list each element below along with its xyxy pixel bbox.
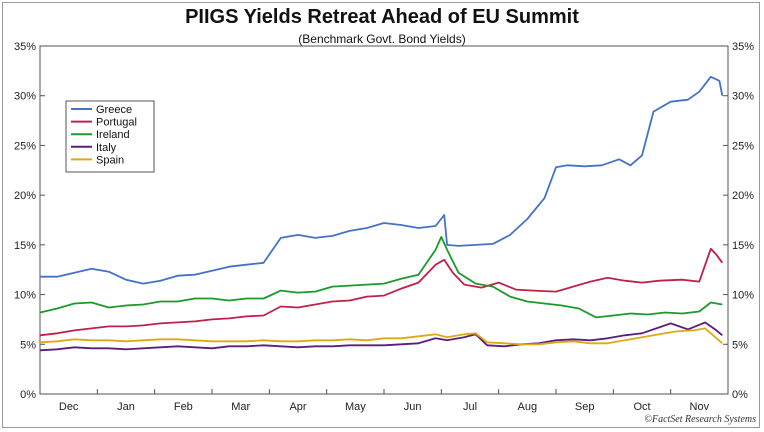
y-tick-label-left: 0% — [20, 389, 36, 401]
y-tick-label-left: 20% — [14, 190, 36, 202]
x-tick-label: Jan — [117, 401, 135, 413]
y-tick-label-left: 5% — [20, 339, 36, 351]
y-tick-label-left: 35% — [14, 41, 36, 53]
y-tick-label-left: 30% — [14, 91, 36, 103]
legend-label-ireland: Ireland — [96, 129, 130, 141]
x-tick-label: Apr — [289, 401, 306, 413]
legend-label-portugal: Portugal — [96, 117, 137, 129]
x-tick-label: Nov — [690, 401, 710, 413]
x-tick-label: Aug — [518, 401, 538, 413]
y-tick-label-right: 25% — [732, 140, 754, 152]
y-tick-label-right: 5% — [732, 339, 748, 351]
plot-area — [39, 45, 729, 395]
series-line-ireland — [39, 236, 723, 319]
series-line-spain — [39, 327, 723, 346]
y-tick-label-right: 35% — [732, 41, 754, 53]
x-tick-label: Jun — [404, 401, 422, 413]
series-line-italy — [39, 321, 723, 352]
y-tick-label-right: 10% — [732, 290, 754, 302]
y-tick-label-left: 25% — [14, 140, 36, 152]
x-tick-label: Feb — [174, 401, 193, 413]
chart-title: PIIGS Yields Retreat Ahead of EU Summit — [185, 6, 579, 28]
source-credit: ©FactSet Research Systems — [644, 414, 756, 425]
legend-label-spain: Spain — [96, 154, 124, 166]
series-line-greece — [40, 75, 724, 285]
x-tick-label: Sep — [575, 401, 595, 413]
y-tick-label-right: 0% — [732, 389, 748, 401]
x-tick-label: Mar — [231, 401, 250, 413]
chart-subtitle: (Benchmark Govt. Bond Yields) — [298, 32, 466, 46]
series-line-portugal — [39, 247, 724, 337]
y-tick-label-right: 30% — [732, 91, 754, 103]
y-tick-label-left: 15% — [14, 240, 36, 252]
x-tick-label: Jul — [463, 401, 477, 413]
y-tick-label-left: 10% — [14, 290, 36, 302]
y-tick-label-right: 20% — [732, 190, 754, 202]
chart-frame — [2, 2, 760, 428]
y-tick-label-right: 15% — [732, 240, 754, 252]
legend-label-italy: Italy — [96, 142, 117, 154]
x-tick-label: May — [345, 401, 366, 413]
x-tick-label: Oct — [633, 401, 650, 413]
legend-label-greece: Greece — [96, 104, 132, 116]
x-tick-label: Dec — [59, 401, 79, 413]
